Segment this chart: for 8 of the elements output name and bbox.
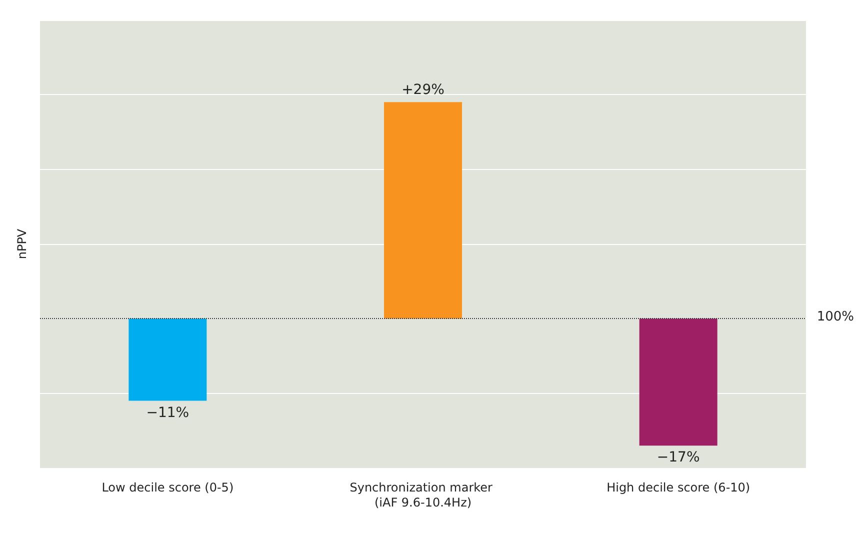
text: 100% — [816, 310, 854, 325]
y-axis-title: nPPV — [15, 228, 29, 260]
data-label: +29% — [402, 82, 444, 98]
data-label: −11% — [146, 404, 190, 421]
x-tick-label: Synchronization marker (iAF 9.6-10.4Hz) — [350, 480, 496, 510]
x-tick-label: High decile score (6-10) — [606, 480, 750, 494]
data-label: −17% — [656, 450, 700, 466]
x-tick-label: Low decile score (0-5) — [102, 480, 234, 494]
